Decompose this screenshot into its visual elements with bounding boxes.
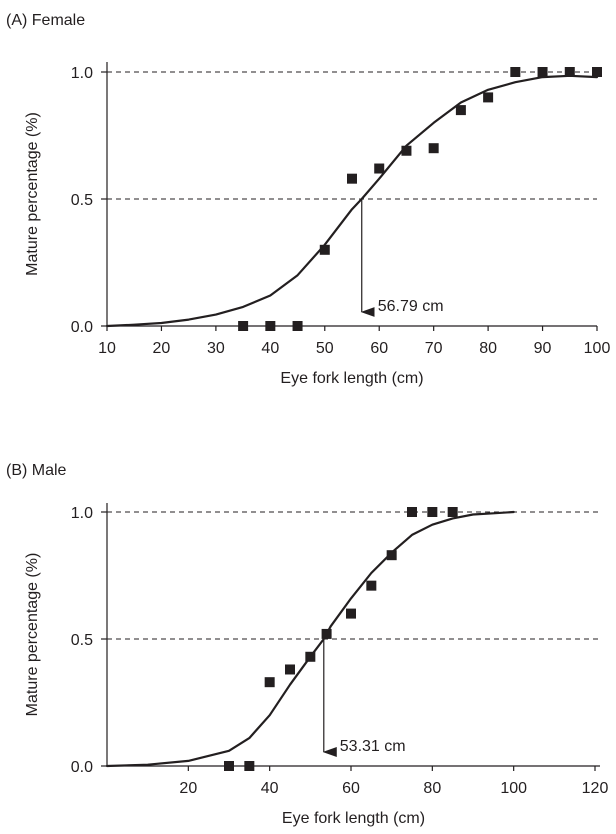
x-tick-label: 40 — [261, 780, 279, 797]
panel-label: (B) Male — [6, 462, 67, 479]
y-tick-label: 0.5 — [71, 632, 93, 649]
l50-label: 56.79 cm — [378, 298, 444, 315]
x-tick-label: 80 — [423, 780, 441, 797]
data-point — [366, 580, 377, 591]
x-tick-label: 70 — [425, 340, 443, 357]
data-point — [483, 92, 494, 103]
l50-label: 53.31 cm — [340, 738, 406, 755]
x-tick-label: 100 — [584, 340, 611, 357]
data-point — [407, 507, 417, 517]
y-tick-label: 0.0 — [71, 759, 93, 776]
y-tick-labels: 0.0 0.5 1.0 — [71, 505, 93, 776]
x-tick-label: 10 — [98, 340, 116, 357]
x-tick-label: 20 — [179, 780, 197, 797]
y-tick-labels: 0.0 0.5 1.0 — [71, 65, 93, 336]
y-tick-label: 1.0 — [71, 65, 93, 82]
data-point — [386, 550, 397, 561]
data-point — [447, 507, 458, 517]
x-tick-label: 20 — [153, 340, 171, 357]
x-tick-label: 50 — [316, 340, 334, 357]
x-tick-label: 40 — [261, 340, 279, 357]
data-points — [238, 67, 602, 331]
x-tick-label: 120 — [582, 780, 609, 797]
data-point — [305, 651, 316, 662]
y-tick-label: 1.0 — [71, 505, 93, 522]
x-tick-label: 60 — [342, 780, 360, 797]
x-axis-title: Eye fork length (cm) — [280, 370, 423, 387]
data-point — [346, 608, 356, 619]
data-point — [285, 664, 295, 675]
data-point — [321, 628, 332, 639]
x-tick-label: 30 — [207, 340, 225, 357]
logistic-curve-layer — [105, 510, 515, 768]
data-point — [374, 163, 385, 174]
y-axis-title: Mature percentage (%) — [24, 112, 41, 276]
l50-annotation: 56.79 cm — [360, 199, 444, 317]
l50-annotation: 53.31 cm — [322, 639, 406, 757]
x-tick-label: 100 — [500, 780, 527, 797]
x-tick-labels: 20 40 60 80 100 120 — [179, 780, 608, 797]
data-point — [510, 67, 521, 77]
x-tick-labels: 10 20 30 40 50 60 70 80 90 100 — [98, 340, 610, 357]
x-tick-label: 90 — [534, 340, 552, 357]
data-point — [319, 244, 330, 255]
x-tick-label: 60 — [370, 340, 388, 357]
data-point — [264, 677, 275, 688]
axes — [101, 62, 598, 331]
data-point — [347, 173, 357, 184]
y-tick-label: 0.5 — [71, 192, 93, 209]
y-axis-title: Mature percentage (%) — [24, 553, 41, 717]
x-axis-title: Eye fork length (cm) — [282, 810, 425, 827]
data-point — [427, 507, 438, 517]
panel-label: (A) Female — [6, 12, 85, 29]
axes — [101, 503, 600, 771]
data-point — [401, 145, 412, 156]
data-point — [428, 143, 439, 154]
logistic-curve — [105, 74, 599, 328]
panel-male-chart: (B) Male 53.31 cm 20 40 60 80 100 120 0.0 0.5 1… — [6, 462, 608, 827]
panel-female-chart: (A) Female 56.79 cm 10 20 30 40 50 60 70 80 90 10… — [6, 12, 610, 387]
data-point — [564, 67, 575, 77]
logistic-curve — [105, 510, 515, 768]
data-point — [592, 67, 602, 77]
logistic-curve-layer — [105, 74, 599, 328]
x-tick-label: 80 — [479, 340, 497, 357]
y-tick-label: 0.0 — [71, 319, 93, 336]
data-point — [537, 67, 548, 77]
reference-lines — [107, 511, 600, 640]
data-point — [455, 105, 466, 116]
